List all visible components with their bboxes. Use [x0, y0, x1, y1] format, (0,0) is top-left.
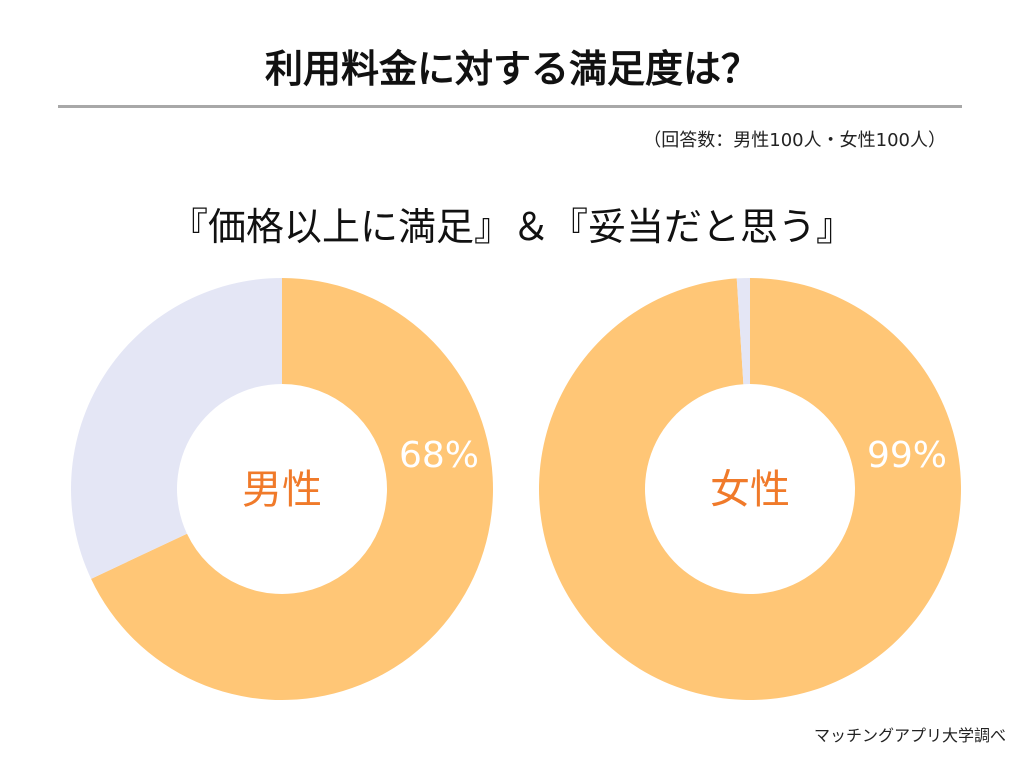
- title-divider: [58, 105, 962, 108]
- center-label: 男性: [242, 467, 322, 513]
- value-label: 68%: [399, 435, 479, 476]
- slice-other: [736, 278, 750, 385]
- chart-subtitle: 『価格以上に満足』＆『妥当だと思う』: [169, 205, 854, 249]
- value-label: 99%: [867, 435, 947, 476]
- source-credit: マッチングアプリ大学調べ: [813, 726, 1006, 745]
- slice-other: [70, 278, 282, 579]
- slice-satisfied: [91, 278, 494, 701]
- page-title: 利用料金に対する満足度は？: [264, 47, 759, 91]
- respondent-note: （回答数：男性100人・女性100人）: [643, 130, 946, 151]
- slice-satisfied: [538, 278, 961, 700]
- center-label: 女性: [710, 467, 790, 513]
